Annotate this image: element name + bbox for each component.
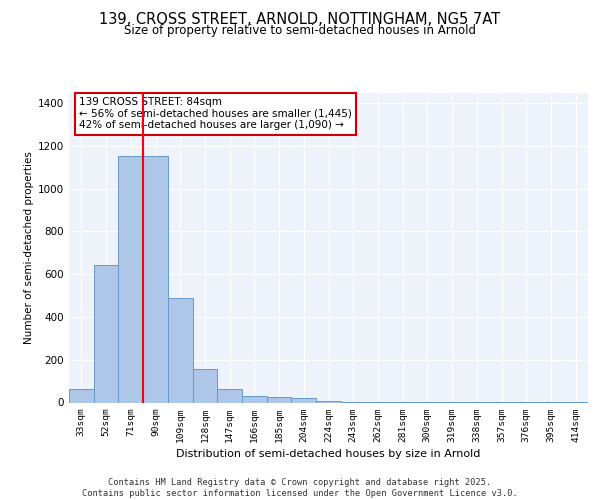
Text: 139 CROSS STREET: 84sqm
← 56% of semi-detached houses are smaller (1,445)
42% of: 139 CROSS STREET: 84sqm ← 56% of semi-de… — [79, 97, 352, 130]
Bar — [267, 397, 292, 402]
Bar — [193, 370, 217, 402]
X-axis label: Distribution of semi-detached houses by size in Arnold: Distribution of semi-detached houses by … — [176, 449, 481, 459]
Y-axis label: Number of semi-detached properties: Number of semi-detached properties — [24, 151, 34, 344]
Bar — [94, 264, 118, 402]
Bar — [242, 396, 267, 402]
Text: Contains HM Land Registry data © Crown copyright and database right 2025.
Contai: Contains HM Land Registry data © Crown c… — [82, 478, 518, 498]
Bar — [143, 156, 168, 402]
Text: 139, CROSS STREET, ARNOLD, NOTTINGHAM, NG5 7AT: 139, CROSS STREET, ARNOLD, NOTTINGHAM, N… — [100, 12, 500, 28]
Bar — [217, 388, 242, 402]
Bar — [168, 298, 193, 403]
Bar — [292, 398, 316, 402]
Bar — [118, 156, 143, 402]
Bar — [69, 388, 94, 402]
Text: Size of property relative to semi-detached houses in Arnold: Size of property relative to semi-detach… — [124, 24, 476, 37]
